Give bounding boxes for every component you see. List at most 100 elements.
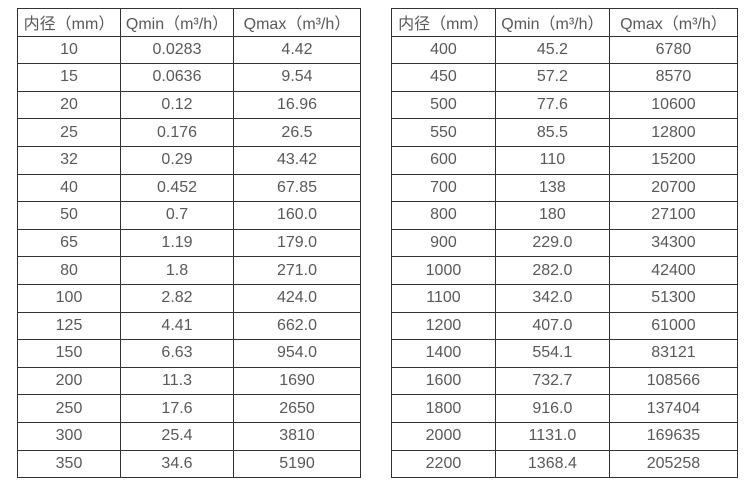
table-cell: 1400 (391, 339, 496, 368)
table-cell: 1131.0 (494, 421, 610, 451)
table-cell: 1690 (233, 366, 361, 396)
table-cell: 9.54 (233, 63, 361, 92)
table-header: 内径（mm） Qmin（m³/h） Qmax（m³/h） (391, 8, 739, 37)
table-cell: 43.42 (233, 145, 361, 175)
table-cell: 20 (17, 90, 121, 120)
table-cell: 250 (17, 394, 121, 423)
table-row: 300 25.4 3810 (17, 421, 361, 451)
table-cell: 57.2 (494, 63, 610, 92)
table-cell: 2200 (391, 449, 496, 479)
table-cell: 25.4 (120, 421, 234, 451)
table-cell: 1.8 (120, 256, 234, 285)
table-cell: 65 (17, 228, 121, 258)
table-header-row: 内径（mm） Qmin（m³/h） Qmax（m³/h） (17, 8, 361, 37)
table-cell: 200 (17, 366, 121, 396)
table-cell: 205258 (608, 449, 739, 479)
table-cell: 32 (17, 145, 121, 175)
table-body: 10 0.0283 4.42 15 0.0636 9.54 20 0.12 16.96 25 0.1… (17, 35, 361, 479)
table-cell: 179.0 (233, 228, 361, 258)
table-cell: 3810 (233, 421, 361, 451)
table-cell: 0.0283 (120, 35, 234, 65)
table-cell: 20700 (608, 173, 739, 203)
table-cell: 2.82 (120, 283, 234, 313)
table-row: 500 77.6 10600 (391, 90, 739, 120)
table-cell: 400 (391, 35, 496, 65)
table-cell: 110 (494, 145, 610, 175)
table-cell: 150 (17, 339, 121, 368)
table-row: 150 6.63 954.0 (17, 339, 361, 368)
table-cell: 45.2 (494, 35, 610, 65)
table-cell: 160.0 (233, 201, 361, 230)
table-cell: 85.5 (494, 118, 610, 147)
table-row: 1800 916.0 137404 (391, 394, 739, 423)
table-row: 900 229.0 34300 (391, 228, 739, 258)
column-header-qmax: Qmax（m³/h） (608, 8, 739, 37)
table-cell: 407.0 (494, 311, 610, 341)
table-cell: 0.7 (120, 201, 234, 230)
column-header-qmax: Qmax（m³/h） (233, 8, 361, 37)
table-row: 10 0.0283 4.42 (17, 35, 361, 65)
table-cell: 6.63 (120, 339, 234, 368)
table-cell: 0.29 (120, 145, 234, 175)
table-cell: 550 (391, 118, 496, 147)
table-row: 600 110 15200 (391, 145, 739, 175)
table-cell: 300 (17, 421, 121, 451)
table-header: 内径（mm） Qmin（m³/h） Qmax（m³/h） (17, 8, 361, 37)
table-header-row: 内径（mm） Qmin（m³/h） Qmax（m³/h） (391, 8, 739, 37)
table-cell: 25 (17, 118, 121, 147)
table-cell: 1000 (391, 256, 496, 285)
table-row: 80 1.8 271.0 (17, 256, 361, 285)
table-cell: 450 (391, 63, 496, 92)
table-cell: 100 (17, 283, 121, 313)
table-row: 20 0.12 16.96 (17, 90, 361, 120)
table-cell: 138 (494, 173, 610, 203)
table-cell: 800 (391, 201, 496, 230)
table-row: 65 1.19 179.0 (17, 228, 361, 258)
table-cell: 10 (17, 35, 121, 65)
table-cell: 1800 (391, 394, 496, 423)
table-cell: 1368.4 (494, 449, 610, 479)
table-cell: 80 (17, 256, 121, 285)
table-cell: 67.85 (233, 173, 361, 203)
column-header-diameter: 内径（mm） (17, 8, 121, 37)
table-cell: 4.41 (120, 311, 234, 341)
table-cell: 2650 (233, 394, 361, 423)
table-cell: 12800 (608, 118, 739, 147)
table-cell: 137404 (608, 394, 739, 423)
table-row: 450 57.2 8570 (391, 63, 739, 92)
table-row: 50 0.7 160.0 (17, 201, 361, 230)
table-cell: 1.19 (120, 228, 234, 258)
table-cell: 732.7 (494, 366, 610, 396)
table-cell: 17.6 (120, 394, 234, 423)
column-header-qmin: Qmin（m³/h） (494, 8, 610, 37)
table-cell: 4.42 (233, 35, 361, 65)
table-row: 1100 342.0 51300 (391, 283, 739, 313)
table-cell: 1600 (391, 366, 496, 396)
table-row: 1400 554.1 83121 (391, 339, 739, 368)
table-cell: 16.96 (233, 90, 361, 120)
table-cell: 600 (391, 145, 496, 175)
flow-table-small-diameters: 内径（mm） Qmin（m³/h） Qmax（m³/h） 10 0.0283 4.4… (17, 8, 361, 479)
table-cell: 6780 (608, 35, 739, 65)
table-row: 200 11.3 1690 (17, 366, 361, 396)
table-cell: 180 (494, 201, 610, 230)
table-cell: 27100 (608, 201, 739, 230)
table-cell: 169635 (608, 421, 739, 451)
table-cell: 0.452 (120, 173, 234, 203)
table-row: 2200 1368.4 205258 (391, 449, 739, 479)
table-cell: 108566 (608, 366, 739, 396)
table-row: 32 0.29 43.42 (17, 145, 361, 175)
table-cell: 0.176 (120, 118, 234, 147)
table-cell: 1200 (391, 311, 496, 341)
table-cell: 125 (17, 311, 121, 341)
table-cell: 282.0 (494, 256, 610, 285)
table-row: 25 0.176 26.5 (17, 118, 361, 147)
table-row: 400 45.2 6780 (391, 35, 739, 65)
table-cell: 700 (391, 173, 496, 203)
table-cell: 0.0636 (120, 63, 234, 92)
table-cell: 51300 (608, 283, 739, 313)
table-row: 250 17.6 2650 (17, 394, 361, 423)
table-row: 1000 282.0 42400 (391, 256, 739, 285)
table-cell: 26.5 (233, 118, 361, 147)
